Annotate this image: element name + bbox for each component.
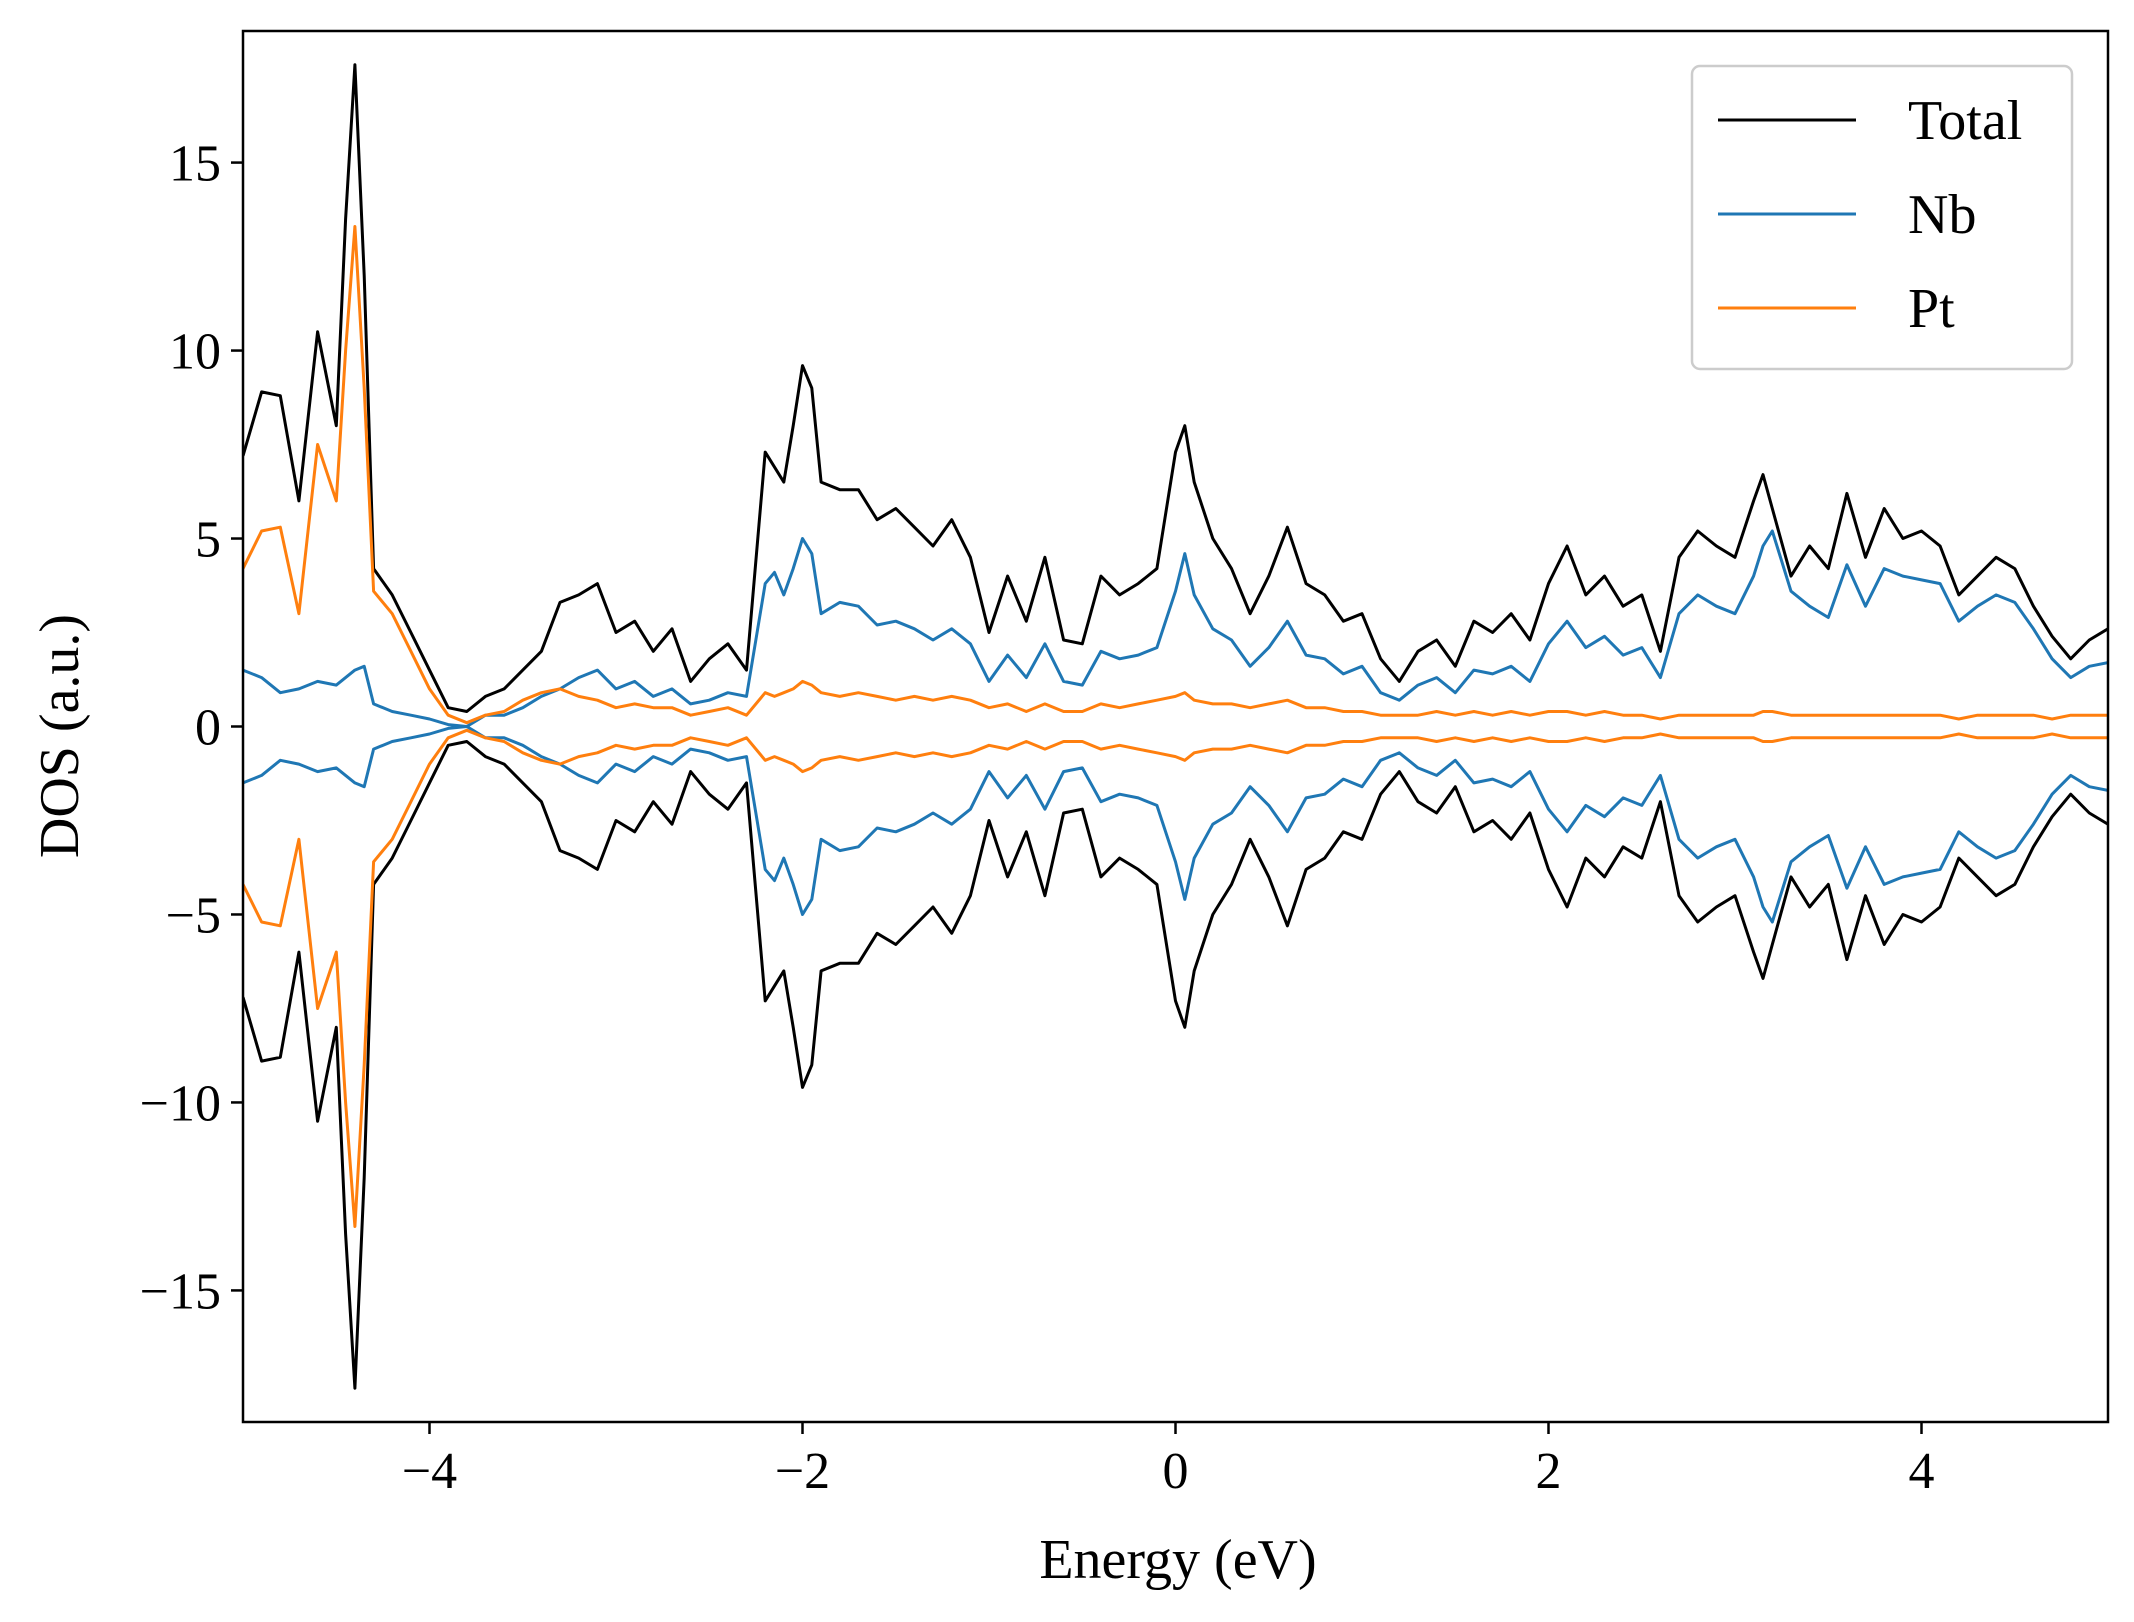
x-tick-label: 4 [1909,1443,1935,1500]
series-line-pt-up [243,225,2108,725]
y-tick-label: 5 [195,512,221,569]
x-axis-label: Energy (eV) [1039,1529,1316,1591]
x-tick-label: 0 [1163,1443,1189,1500]
x-tick-label: −4 [402,1443,457,1500]
legend: Total Nb Pt [1690,64,2074,371]
y-tick-label: 0 [195,700,221,757]
series-line-total-down [243,740,2108,1390]
legend-label-nb: Nb [1908,184,1976,246]
legend-box [1690,64,2074,371]
legend-label-pt: Pt [1908,278,1955,340]
series-line-pt-down [243,728,2108,1228]
series-line-nb-up [243,529,2108,728]
series-line-total-up [243,63,2108,713]
y-tick-label: 10 [169,324,221,381]
series-line-nb-down [243,725,2108,924]
y-tick-label: 15 [169,136,221,193]
y-axis-label: DOS (a.u.) [29,614,91,858]
x-tick-label: 2 [1536,1443,1562,1500]
legend-label-total: Total [1908,90,2022,152]
y-tick-label: −15 [140,1263,221,1320]
y-tick-label: −5 [166,887,221,944]
plot-lines [243,63,2108,1390]
axes: −4 −2 0 2 4 −15 −10 −5 0 5 10 15 [140,29,2110,1500]
y-tick-label: −10 [140,1075,221,1132]
x-tick-label: −2 [775,1443,830,1500]
